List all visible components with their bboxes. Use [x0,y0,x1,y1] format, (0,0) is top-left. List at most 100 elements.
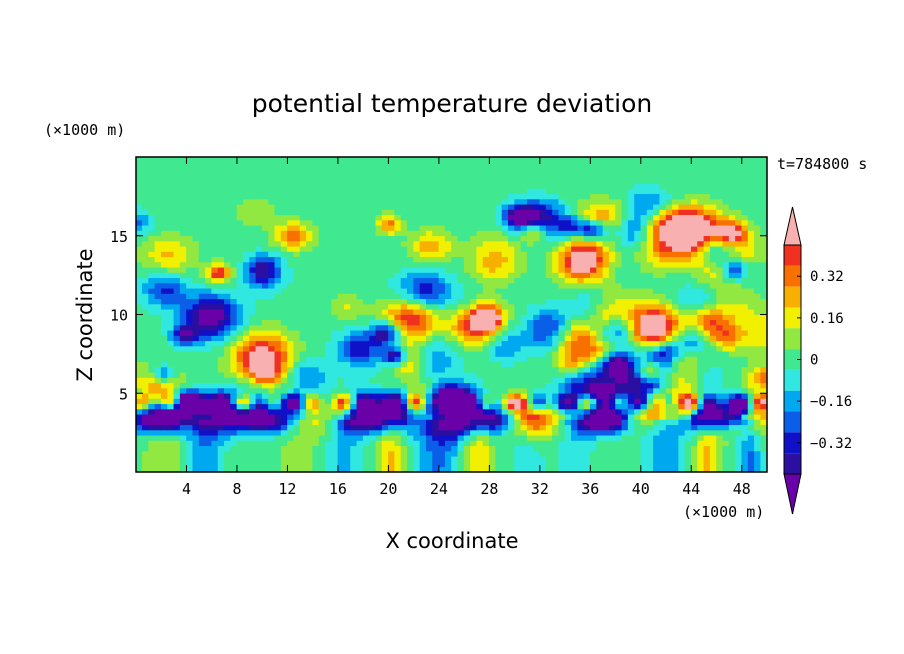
field-cell [754,230,761,237]
field-cell [678,298,686,305]
field-cell [741,235,749,242]
field-cell [634,230,642,237]
field-cell [760,419,767,426]
field-cell [760,335,767,342]
field-cell [470,392,478,399]
field-cell [350,424,358,431]
field-cell [230,461,238,468]
field-cell [325,319,332,326]
field-cell [167,345,175,352]
field-cell [583,466,591,472]
field-cell [672,361,679,368]
field-cell [268,214,276,221]
field-cell [760,287,767,294]
field-cell [413,340,421,347]
field-cell [312,261,320,268]
field-cell [230,224,238,231]
field-cell [678,424,686,431]
field-cell [665,282,673,289]
field-cell [444,377,452,384]
field-cell [249,450,257,457]
field-cell [419,324,427,331]
field-cell [709,419,717,426]
field-cell [394,224,402,231]
field-cell [482,392,490,399]
field-cell [533,314,541,321]
field-cell [331,371,339,378]
field-cell [760,266,767,273]
field-cell [577,440,585,447]
field-cell [564,335,572,342]
field-cell [318,398,326,405]
field-cell [211,282,219,289]
field-cell [369,440,377,447]
field-cell [167,235,175,242]
field-cell [350,308,358,315]
field-cell [476,319,484,326]
field-cell [482,235,490,242]
field-cell [167,382,175,389]
field-cell [381,314,389,321]
field-cell [362,303,370,310]
field-cell [325,340,332,347]
field-cell [407,230,414,237]
field-cell [539,209,547,216]
field-cell [514,219,522,226]
field-cell [242,209,250,216]
field-cell [514,450,522,457]
field-cell [350,382,358,389]
field-cell [337,308,345,315]
field-cell [653,461,661,468]
field-cell [268,230,276,237]
field-cell [148,319,156,326]
field-cell [646,261,654,268]
field-cell [255,455,263,462]
field-cell [514,440,522,447]
field-cell [388,277,396,284]
field-cell [747,293,755,300]
field-cell [627,377,635,384]
field-cell [413,419,421,426]
field-cell [419,224,427,231]
field-cell [722,298,730,305]
field-cell [249,434,257,441]
field-cell [413,251,421,258]
field-cell [571,424,578,431]
field-cell [526,235,534,242]
field-cell [722,335,730,342]
field-cell [640,324,648,331]
field-cell [514,413,522,420]
field-cell [615,219,623,226]
field-cell [735,377,743,384]
field-cell [419,455,427,462]
field-cell [596,256,604,263]
field-cell [678,282,686,289]
field-cell [205,403,213,410]
field-cell [621,303,629,310]
field-cell [211,293,219,300]
field-cell [173,240,181,247]
field-cell [590,356,597,363]
field-cell [255,303,263,310]
field-cell [684,293,692,300]
field-cell [457,235,465,242]
field-cell [217,371,225,378]
field-cell [735,219,743,226]
field-cell [558,293,566,300]
field-cell [148,382,156,389]
field-cell [362,398,370,405]
field-cell [590,466,597,472]
field-cell [337,219,345,226]
field-cell [608,398,616,405]
field-cell [173,408,181,415]
field-cell [337,329,345,336]
field-cell [482,440,490,447]
field-cell [236,266,244,273]
field-cell [249,356,257,363]
field-cell [716,440,724,447]
field-cell [438,266,446,273]
field-cell [425,440,433,447]
field-cell [741,366,749,373]
field-cell [495,340,503,347]
field-cell [514,335,522,342]
